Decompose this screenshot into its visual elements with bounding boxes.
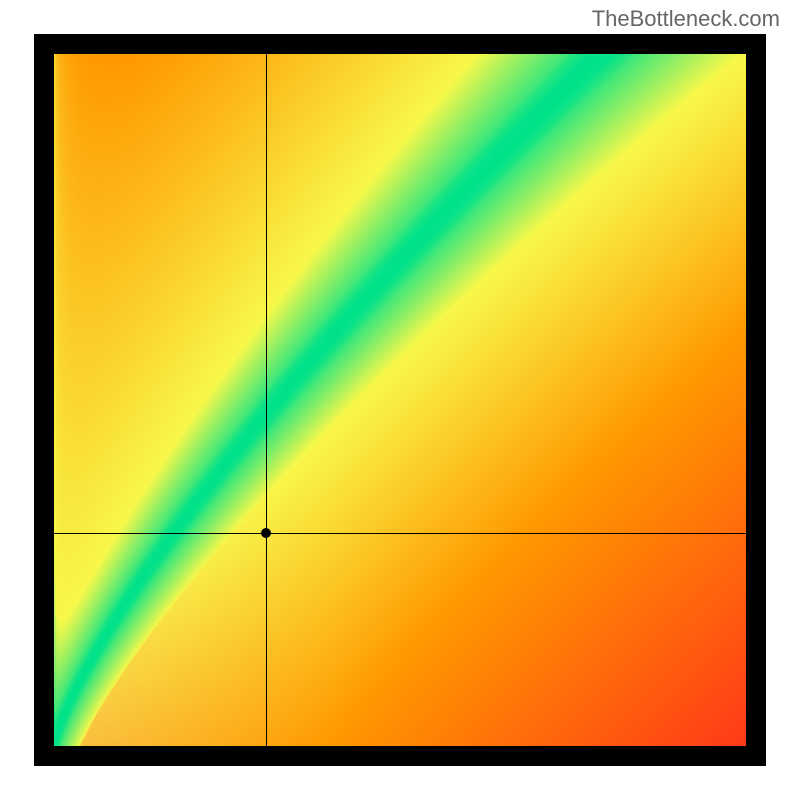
attribution-text: TheBottleneck.com	[592, 6, 780, 32]
root: TheBottleneck.com	[0, 0, 800, 800]
heatmap-canvas	[54, 54, 746, 746]
plot-frame	[34, 34, 766, 766]
